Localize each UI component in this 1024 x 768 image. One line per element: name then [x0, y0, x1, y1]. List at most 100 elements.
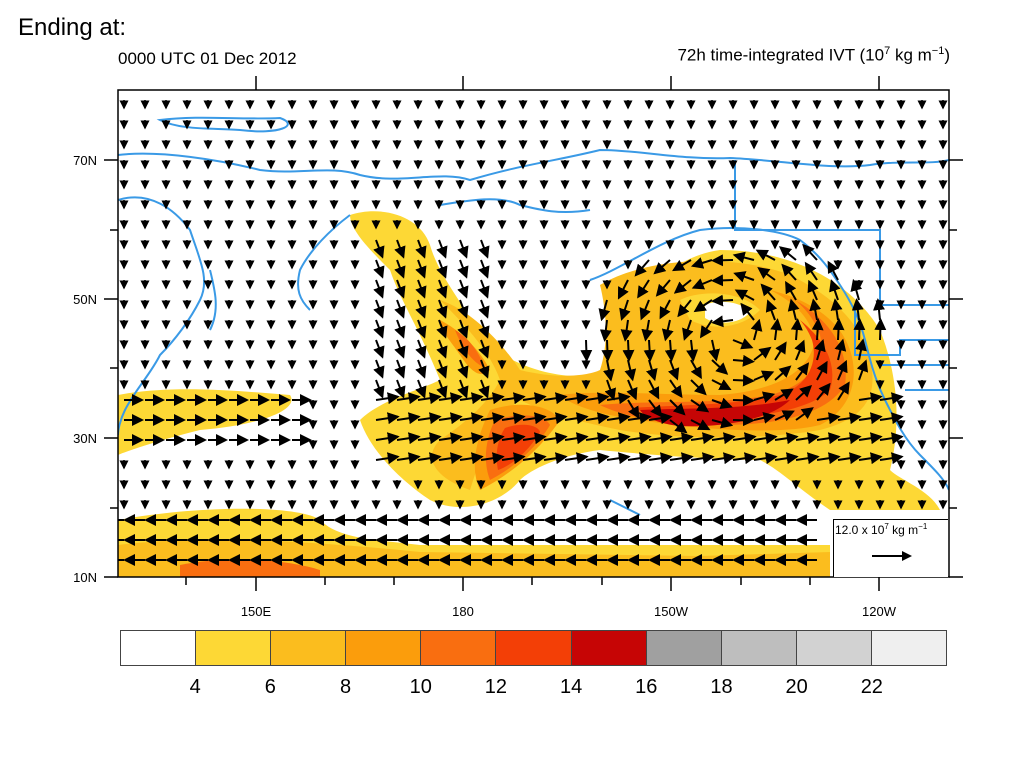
ivt-vector-arrow	[816, 432, 841, 445]
ivt-vector-arrow	[478, 259, 490, 279]
ivt-vector-arrow	[627, 452, 652, 465]
ivt-vector-arrow	[795, 432, 820, 445]
ivt-vector-arrow	[673, 279, 692, 294]
ivt-vector-arrow	[601, 339, 614, 362]
colorbar-tick-label: 20	[785, 676, 808, 698]
ivt-vector-arrow	[375, 432, 400, 445]
ivt-vector-arrow	[436, 259, 448, 279]
ivt-vector-arrow	[415, 339, 427, 359]
ivt-vector-arrow	[457, 339, 469, 359]
ivt-vector-arrow	[543, 452, 568, 465]
ivt-vector-arrow	[690, 359, 702, 380]
ivt-vector-arrow	[585, 412, 610, 425]
ivt-vector-arrow	[373, 279, 385, 299]
ivt-vector-arrow	[415, 299, 427, 319]
ivt-vector-arrow	[655, 279, 671, 297]
ivt-vector-arrow	[478, 279, 490, 299]
ivt-vector-arrow	[373, 299, 385, 319]
ivt-vector-arrow	[396, 392, 421, 405]
ivt-vector-arrow	[501, 452, 526, 465]
ivt-shading	[118, 211, 940, 577]
ref-label-units: kg m	[888, 523, 919, 537]
ivt-vector-arrow	[619, 299, 631, 321]
ivt-vector-arrow	[634, 259, 650, 277]
field-title: 72h time-integrated IVT (107 kg m−1)	[677, 45, 950, 66]
ivt-vector-arrow	[837, 432, 862, 445]
colorbar-swatch	[871, 631, 947, 665]
ivt-vector-arrow	[834, 338, 847, 361]
ivt-vector-arrow	[816, 452, 841, 465]
ivt-vector-arrow	[478, 379, 490, 399]
ivt-vector-arrow	[711, 452, 736, 465]
ivt-vector-arrow	[732, 338, 754, 350]
ivt-vector-arrow	[624, 359, 637, 382]
ivt-vector-arrow	[734, 289, 755, 301]
lon-label-180: 180	[452, 604, 474, 619]
ivt-vector-arrow	[765, 299, 778, 321]
field-title-suffix: )	[944, 45, 950, 65]
ivt-vector-arrow	[755, 249, 776, 261]
ivt-vector-arrow	[879, 412, 904, 425]
ivt-vector-arrow	[564, 452, 589, 465]
ivt-vector-arrow	[480, 452, 505, 465]
ivt-vector-arrow	[373, 359, 385, 379]
ivt-vector-arrow	[438, 412, 463, 425]
ivt-vector-arrow	[711, 379, 732, 391]
ivt-vector-arrow	[438, 432, 463, 445]
ivt-vector-arrow	[415, 279, 427, 299]
ivt-vector-arrow	[740, 302, 755, 321]
ivt-vector-arrow	[501, 412, 526, 425]
ivt-vector-arrow	[732, 452, 757, 465]
ivt-vector-arrow	[732, 432, 757, 445]
ivt-vector-arrow	[753, 391, 776, 403]
ivt-vector-arrow	[598, 299, 611, 322]
ivt-vector-arrow	[480, 392, 505, 405]
ivt-vector-arrow	[708, 339, 720, 362]
ivt-vector-arrow	[770, 318, 783, 341]
ivt-vector-arrow	[459, 412, 484, 425]
ivt-vector-arrow	[753, 411, 776, 424]
ivt-vector-arrow	[375, 392, 400, 405]
ivt-vector-arrow	[816, 382, 831, 401]
ivt-vector-arrow	[814, 338, 826, 361]
ivt-vector-arrow	[711, 294, 734, 307]
ivt-vector-arrow	[417, 432, 442, 445]
ivt-vector-arrow	[879, 392, 904, 405]
ivt-vector-arrow	[459, 452, 484, 465]
ivt-vector-arrow	[732, 251, 755, 264]
ivt-vector-arrow	[664, 339, 677, 362]
ivt-vector-arrow	[606, 452, 631, 465]
ivt-vector-arrow	[853, 318, 866, 341]
ivt-vector-arrow	[774, 410, 795, 422]
ivt-vector-arrow	[733, 271, 755, 283]
ivt-vector-arrow	[417, 392, 442, 405]
ivt-vector-arrow	[436, 279, 448, 299]
ivt-vector-arrow	[436, 299, 448, 319]
colorbar-swatch	[346, 631, 422, 665]
ivt-vector-arrow	[690, 399, 710, 413]
ivt-vector-arrow	[690, 419, 711, 431]
ivt-vector-arrow	[457, 239, 469, 259]
lon-label-120w: 120W	[862, 604, 897, 619]
ivt-vector-arrow	[543, 412, 568, 425]
ref-label-exponent: 7	[884, 522, 889, 531]
map-frame	[117, 89, 950, 578]
ivt-vector-arrow	[580, 339, 593, 362]
ref-label-units-exponent: −1	[918, 522, 928, 531]
ivt-vector-arrow	[373, 339, 385, 359]
ivt-vector-arrow	[879, 432, 904, 445]
ivt-vector-arrow	[396, 432, 421, 445]
ivt-vector-arrow	[373, 239, 385, 259]
ivt-vector-arrow	[690, 432, 715, 445]
ivt-vector-arrow	[457, 319, 469, 339]
ivt-vector-arrow	[858, 452, 883, 465]
ivt-vector-arrow	[669, 432, 694, 445]
colorbar-tick-label: 18	[710, 676, 733, 698]
ivt-vector-arrow	[643, 339, 656, 362]
ivt-vector-arrow	[774, 452, 799, 465]
ivt-vector-arrow	[648, 432, 673, 445]
ivt-vector-arrow	[802, 243, 818, 261]
ivt-vector-arrow	[785, 280, 797, 301]
ivt-vector-arrow	[661, 319, 674, 342]
lon-label-150w: 150W	[654, 604, 689, 619]
